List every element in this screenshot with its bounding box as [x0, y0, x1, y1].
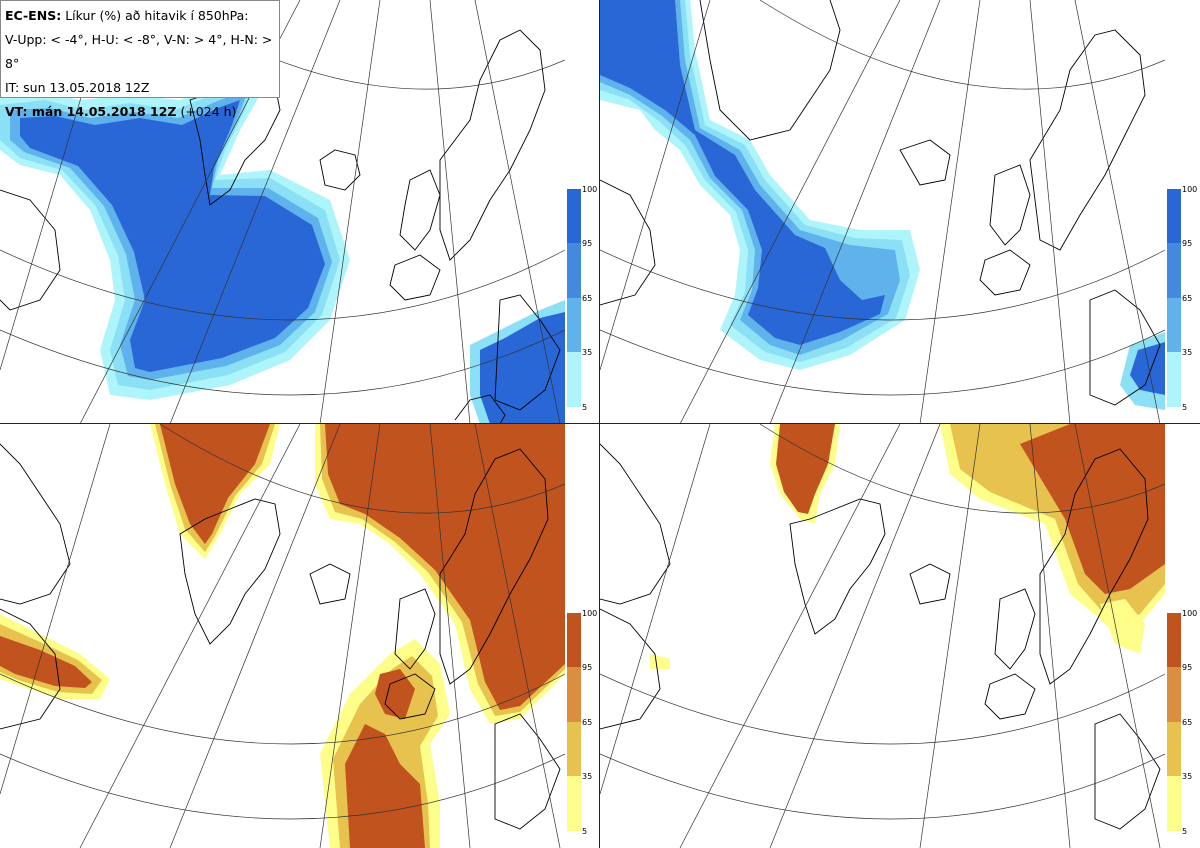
model-name: EC-ENS: [5, 8, 62, 23]
colorbar-upper-right [1167, 189, 1181, 407]
colorbar-swatch [567, 667, 581, 722]
colorbar-label: 100 [1182, 185, 1198, 194]
map-svg-upper-right [600, 0, 1165, 424]
legend-box: EC-ENS: Líkur (%) að hitavik í 850hPa: V… [0, 0, 280, 119]
colorbar-label: 100 [582, 609, 598, 618]
colorbar-label: 100 [1182, 609, 1198, 618]
colorbar-label: 5 [582, 403, 588, 412]
map-panel-lower-left [0, 424, 565, 848]
colorbar-swatch [1167, 352, 1181, 407]
map-svg-lower-right [600, 424, 1165, 848]
map-panel-lower-right [600, 424, 1165, 848]
valid-time-line: VT: mán 14.05.2018 12Z (+024 h) [5, 100, 275, 124]
colorbar-lower-left [567, 613, 581, 831]
colorbar-label: 5 [1182, 403, 1188, 412]
colorbar-swatch [1167, 722, 1181, 776]
colorbar-swatch [567, 298, 581, 352]
legend-title-line: EC-ENS: Líkur (%) að hitavik í 850hPa: [5, 4, 275, 28]
colorbar-lower-right [1167, 613, 1181, 831]
colorbar-label: 95 [1182, 663, 1193, 672]
valid-time: VT: mán 14.05.2018 12Z [5, 104, 177, 119]
map-panel-upper-right [600, 0, 1165, 424]
initial-time: IT: sun 13.05.2018 12Z [5, 80, 150, 95]
colorbar-label: 5 [582, 827, 588, 836]
colorbar-swatch [567, 776, 581, 831]
coastlines [600, 0, 1161, 406]
colorbar-label: 5 [1182, 827, 1188, 836]
colorbar-swatch [1167, 243, 1181, 298]
legend-categories: V-Upp: < -4°, H-U: < -8°, V-N: > 4°, H-N… [5, 32, 273, 71]
legend-title: Líkur (%) að hitavik í 850hPa: [65, 8, 249, 23]
colorbar-label: 35 [582, 772, 593, 781]
graticule [0, 424, 565, 848]
colorbar-label: 65 [1182, 718, 1193, 727]
colorbar-swatch [1167, 613, 1181, 667]
probability-field [0, 424, 565, 848]
map-svg-lower-left [0, 424, 565, 848]
colorbar-label: 35 [1182, 348, 1193, 357]
colorbar-swatch [1167, 189, 1181, 243]
graticule [600, 0, 1165, 424]
colorbar-swatch [1167, 667, 1181, 722]
colorbar-label: 35 [582, 348, 593, 357]
colorbar-swatch [1167, 776, 1181, 831]
colorbar-label: 65 [1182, 294, 1193, 303]
colorbar-label: 100 [582, 185, 598, 194]
colorbar-label: 95 [582, 663, 593, 672]
probability-field [600, 0, 1165, 410]
colorbar-swatch [567, 722, 581, 776]
colorbar-swatch [1167, 298, 1181, 352]
lead-time: (+024 h) [176, 104, 237, 119]
coastlines [0, 443, 561, 830]
colorbar-label: 95 [582, 239, 593, 248]
colorbar-swatch [567, 243, 581, 298]
colorbar-label: 35 [1182, 772, 1193, 781]
graticule [600, 424, 1165, 848]
panel-divider-horizontal [0, 423, 1200, 424]
coastlines [600, 443, 1161, 830]
probability-field [650, 424, 1165, 669]
colorbar-upper-left [567, 189, 581, 407]
colorbar-label: 65 [582, 294, 593, 303]
colorbar-label: 65 [582, 718, 593, 727]
colorbar-swatch [567, 352, 581, 407]
colorbar-label: 95 [1182, 239, 1193, 248]
colorbar-swatch [567, 613, 581, 667]
colorbar-swatch [567, 189, 581, 243]
panel-divider-vertical [599, 0, 600, 848]
